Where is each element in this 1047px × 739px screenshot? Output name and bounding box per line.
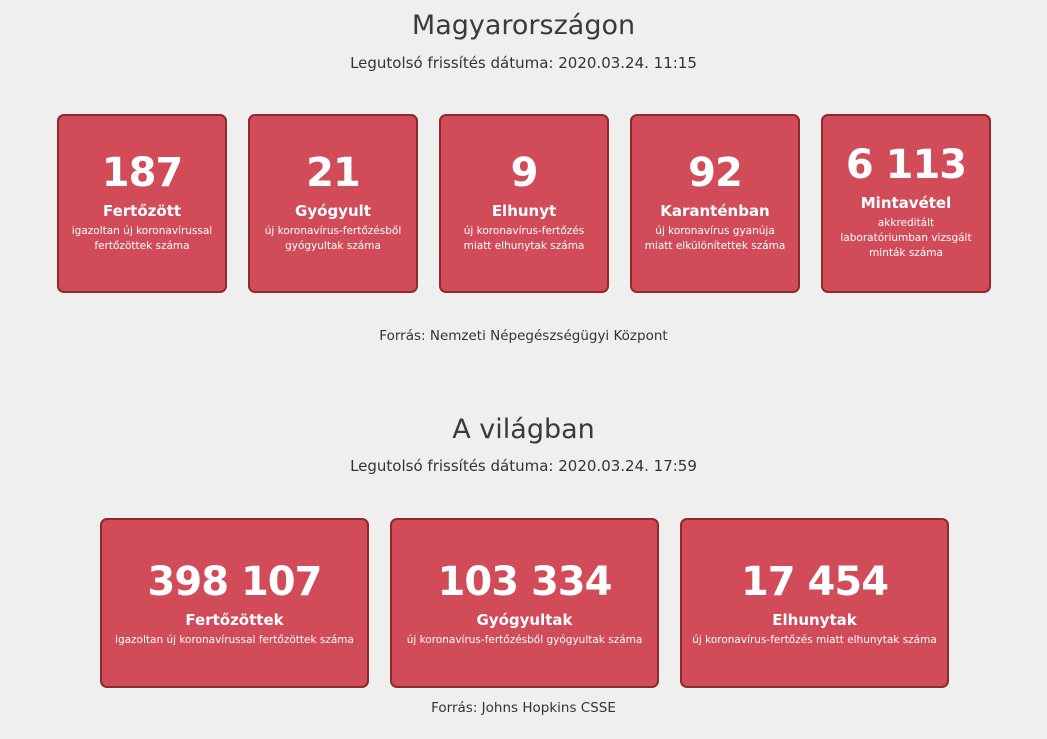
stat-value: 103 334 bbox=[437, 558, 613, 605]
hungary-title: Magyarországon bbox=[411, 10, 636, 41]
stat-value: 21 bbox=[306, 149, 361, 196]
stat-value: 6 113 bbox=[845, 142, 967, 188]
stat-card-recovered: 21 Gyógyult új koronavírus-fertőzésből gyó… bbox=[248, 114, 418, 293]
stat-card-deceased: 17 454 Elhunytak új koronavírus-fertőzés m… bbox=[680, 518, 949, 688]
stat-desc: új koronavírus-fertőzésből gyógyultak sz… bbox=[406, 633, 643, 646]
stat-desc: igazoltan új koronavírussal fertőzöttek … bbox=[115, 633, 354, 646]
hungary-updated: Legutolsó frissítés dátuma: 2020.03.24. … bbox=[350, 54, 697, 72]
stat-label: Fertőzött bbox=[102, 201, 182, 220]
stat-value: 187 bbox=[101, 149, 183, 196]
stat-desc: új koronavírus-fertőzés miatt elhunytak … bbox=[463, 224, 585, 252]
hungary-source: Forrás: Nemzeti Népegészségügyi Központ bbox=[379, 328, 668, 344]
stat-value: 9 bbox=[510, 149, 539, 196]
stat-desc: új koronavírus gyanúja miatt elkülönítet… bbox=[644, 224, 786, 252]
world-title: A világban bbox=[452, 414, 595, 445]
stat-label: Elhunytak bbox=[772, 610, 857, 629]
stat-card-deceased: 9 Elhunyt új koronavírus-fertőzés miatt el… bbox=[439, 114, 609, 293]
world-source: Forrás: Johns Hopkins CSSE bbox=[431, 700, 616, 716]
stat-desc: új koronavírus-fertőzésből gyógyultak sz… bbox=[264, 224, 402, 252]
hungary-stats: 187 Fertőzött igazoltan új koronavírussal … bbox=[57, 114, 1012, 293]
stat-value: 92 bbox=[688, 149, 743, 196]
stat-desc: akkreditált laboratóriumban vizsgált min… bbox=[840, 217, 972, 259]
world-stats: 398 107 Fertőzöttek igazoltan új koronavír… bbox=[100, 518, 970, 688]
stat-label: Gyógyult bbox=[295, 201, 371, 220]
stat-label: Fertőzöttek bbox=[185, 610, 284, 629]
stat-desc: új koronavírus-fertőzés miatt elhunytak … bbox=[692, 633, 937, 646]
stat-label: Elhunyt bbox=[491, 201, 557, 220]
world-updated: Legutolsó frissítés dátuma: 2020.03.24. … bbox=[350, 457, 697, 475]
stat-card-recovered: 103 334 Gyógyultak új koronavírus-fertőzés… bbox=[390, 518, 659, 688]
stat-label: Gyógyultak bbox=[476, 610, 573, 629]
stat-label: Karanténban bbox=[660, 201, 770, 220]
stat-card-infected: 187 Fertőzött igazoltan új koronavírussal … bbox=[57, 114, 227, 293]
stat-value: 398 107 bbox=[147, 558, 323, 605]
stat-label: Mintavétel bbox=[860, 194, 952, 212]
stat-card-quarantined: 92 Karanténban új koronavírus gyanúja miat… bbox=[630, 114, 800, 293]
stat-card-samples: 6 113 Mintavétel akkreditált laboratóriumb… bbox=[821, 114, 991, 293]
stat-desc: igazoltan új koronavírussal fertőzöttek … bbox=[71, 224, 213, 252]
stat-card-infected: 398 107 Fertőzöttek igazoltan új koronavír… bbox=[100, 518, 369, 688]
stat-value: 17 454 bbox=[740, 558, 889, 605]
